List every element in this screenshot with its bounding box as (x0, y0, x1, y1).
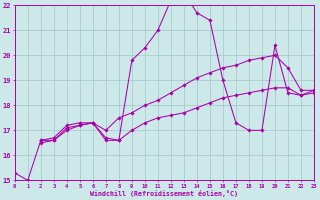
X-axis label: Windchill (Refroidissement éolien,°C): Windchill (Refroidissement éolien,°C) (90, 190, 238, 197)
